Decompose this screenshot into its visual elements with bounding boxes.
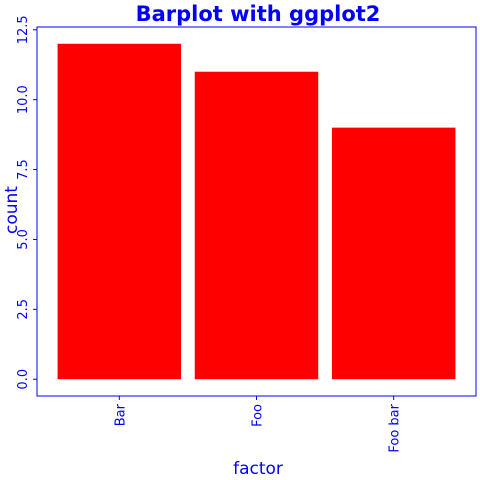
y-tick-label: 5.0 bbox=[16, 229, 31, 250]
x-tick-label: Foo bar bbox=[388, 403, 403, 452]
bars-group bbox=[57, 43, 456, 380]
x-axis-label: factor bbox=[233, 459, 283, 479]
x-axis-ticks: Bar Foo Foo bar bbox=[113, 396, 403, 453]
y-axis-ticks: 0.0 2.5 5.0 7.5 10.0 12.5 bbox=[16, 15, 37, 390]
bar-foo bbox=[194, 71, 319, 380]
x-tick-label: Foo bbox=[251, 404, 266, 427]
x-tick-label: Bar bbox=[113, 403, 128, 426]
y-tick-label: 7.5 bbox=[16, 159, 31, 180]
y-tick-label: 0.0 bbox=[16, 369, 31, 390]
y-tick-label: 2.5 bbox=[16, 299, 31, 320]
chart-title: Barplot with ggplot2 bbox=[136, 2, 381, 26]
y-tick-label: 10.0 bbox=[16, 85, 31, 114]
bar-bar bbox=[57, 43, 182, 380]
y-axis-label: count bbox=[2, 186, 22, 234]
bar-foo-bar bbox=[331, 127, 456, 380]
y-tick-label: 12.5 bbox=[16, 15, 31, 44]
